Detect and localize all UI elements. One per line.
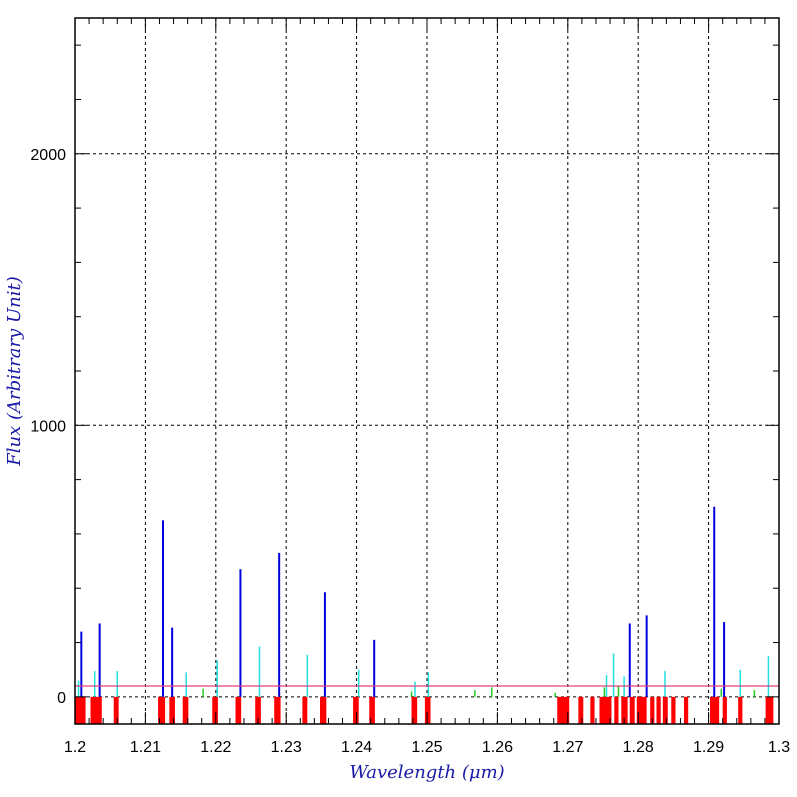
- band-marker: [722, 696, 727, 724]
- x-tick-label: 1.27: [552, 739, 583, 756]
- band-marker: [255, 696, 261, 724]
- y-axis-title: Flux (Arbitrary Unit): [4, 276, 25, 466]
- band-marker: [614, 696, 619, 724]
- x-tick-label: 1.29: [693, 739, 724, 756]
- x-tick-label: 1.22: [200, 739, 231, 756]
- band-marker: [710, 696, 720, 724]
- x-tick-label: 1.26: [482, 739, 513, 756]
- band-marker: [90, 696, 102, 724]
- band-marker: [113, 696, 119, 724]
- x-axis-title: Wavelength (μm): [349, 762, 504, 783]
- band-marker: [650, 696, 655, 724]
- band-marker: [599, 696, 612, 724]
- x-tick-label: 1.3: [768, 739, 790, 756]
- band-marker: [302, 696, 308, 724]
- y-tick-label: 0: [57, 690, 66, 707]
- band-marker: [629, 696, 635, 724]
- grid-lines: [75, 18, 779, 724]
- band-marker: [319, 696, 327, 724]
- x-tick-label: 1.2: [64, 739, 86, 756]
- y-tick-label: 1000: [30, 418, 66, 435]
- band-marker: [353, 696, 359, 724]
- band-marker: [636, 696, 647, 724]
- x-tick-label: 1.24: [341, 739, 372, 756]
- band-marker: [738, 696, 743, 724]
- band-marker: [656, 696, 661, 724]
- band-marker: [369, 696, 375, 724]
- band-marker: [274, 696, 281, 724]
- band-marker: [182, 696, 189, 724]
- band-marker: [158, 696, 166, 724]
- axis-ticks: [74, 18, 780, 724]
- band-marker: [765, 696, 774, 724]
- y-tick-labels: 0 1000 2000: [30, 147, 66, 707]
- band-marker: [424, 696, 431, 724]
- band-marker: [411, 696, 418, 724]
- x-tick-label: 1.28: [623, 739, 654, 756]
- band-marker: [621, 696, 628, 724]
- band-marker: [75, 696, 86, 724]
- band-marker: [235, 696, 242, 724]
- band-marker: [590, 696, 595, 724]
- x-tick-label: 1.21: [130, 739, 161, 756]
- emission-lines: [77, 506, 770, 697]
- band-markers: [75, 696, 774, 724]
- band-marker: [683, 696, 689, 724]
- x-tick-label: 1.25: [411, 739, 442, 756]
- y-tick-label: 2000: [30, 147, 66, 164]
- band-marker: [578, 696, 584, 724]
- band-marker: [169, 696, 175, 724]
- band-marker: [212, 696, 218, 724]
- x-tick-label: 1.23: [271, 739, 302, 756]
- band-marker: [671, 696, 676, 724]
- band-marker: [557, 696, 570, 724]
- band-marker: [662, 696, 668, 724]
- x-tick-labels: 1.2 1.21 1.22 1.23 1.24 1.25 1.26 1.27 1.28 1.29 1…: [64, 739, 790, 756]
